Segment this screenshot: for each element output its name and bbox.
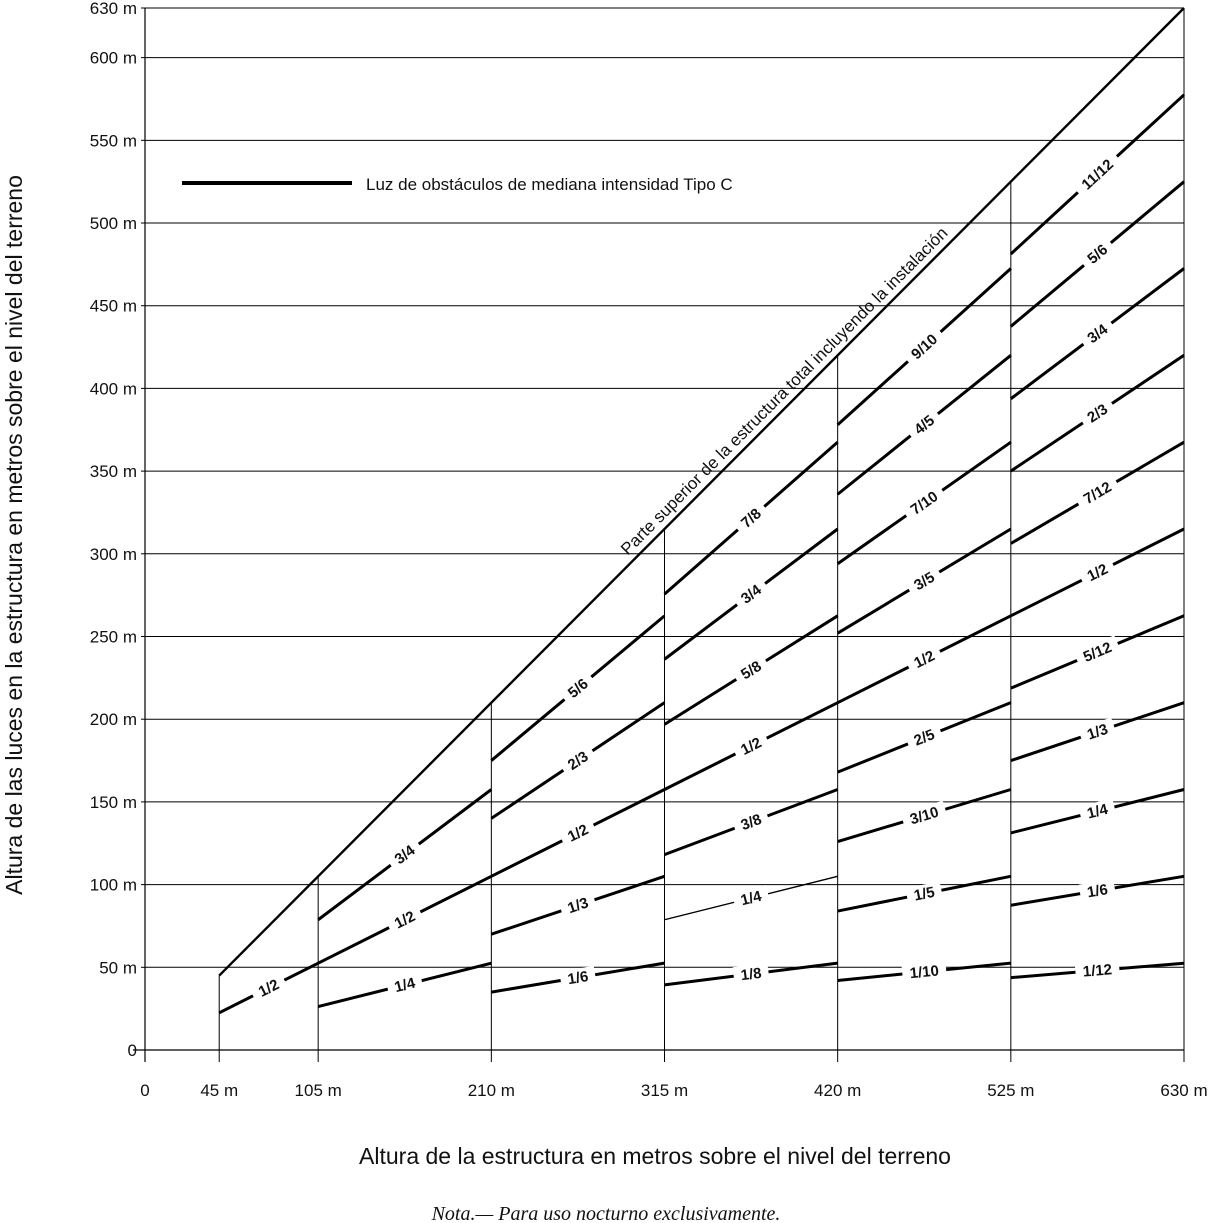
fraction-label: 5/12 (1081, 639, 1114, 666)
fraction-label-bg (904, 564, 944, 598)
fraction-label-bg (732, 962, 770, 986)
fraction-label-bg (904, 406, 944, 443)
x-tick-label: 210 m (468, 1081, 515, 1100)
fraction-label-bg (904, 722, 944, 753)
fraction-label-bg (901, 325, 947, 369)
top-structure-line (218, 7, 1185, 977)
x-tick-label: 525 m (987, 1081, 1034, 1100)
fraction-label-bg (1078, 315, 1117, 352)
fraction-label-bg (1077, 717, 1117, 746)
fraction-label-bg (731, 885, 771, 912)
y-tick-label: 100 m (90, 876, 137, 895)
y-tick-label: 250 m (90, 628, 137, 647)
x-axis-title: Altura de la estructura en metros sobre … (359, 1143, 951, 1169)
legend: Luz de obstáculos de mediana intensidad … (182, 175, 733, 194)
x-tick-label: 0 (140, 1081, 149, 1100)
fraction-label: 3/8 (739, 811, 765, 834)
fraction-label: 2/5 (912, 726, 938, 750)
fraction-label-bg (731, 576, 771, 612)
fraction-label-bg (905, 881, 944, 906)
fraction-label: 1/5 (912, 884, 936, 905)
y-tick-label: 50 m (99, 958, 137, 977)
y-tick-label: 400 m (90, 379, 137, 398)
x-tick-label: 315 m (641, 1081, 688, 1100)
fraction-label-bg (901, 482, 948, 523)
lines-layer (218, 7, 1186, 1050)
fraction-label-bg (385, 836, 425, 873)
legend-label: Luz de obstáculos de mediana intensidad … (366, 175, 733, 194)
fraction-label: 1/4 (1085, 801, 1110, 823)
fraction-label-bg (731, 730, 771, 762)
x-tick-label: 45 m (200, 1081, 238, 1100)
y-axis-title: Altura de las luces en la estructura en … (1, 175, 27, 895)
fraction-label-bg (558, 743, 598, 778)
fraction-label-bg (385, 903, 425, 936)
y-tick-label: 0 (128, 1041, 137, 1060)
fraction-label: 1/6 (566, 968, 589, 988)
fraction-label-bg (558, 891, 598, 920)
x-tick-label: 630 m (1160, 1081, 1207, 1100)
y-tick-label: 630 m (90, 0, 137, 18)
note: Nota.— Para uso nocturno exclusivamente. (431, 1203, 781, 1223)
fraction-label: 1/3 (565, 894, 590, 917)
fraction-label-bg (1073, 473, 1121, 512)
y-tick-label: 300 m (90, 545, 137, 564)
fraction-label-bg (249, 972, 289, 1004)
fraction-label: 3/10 (908, 804, 941, 829)
y-tick-label: 150 m (90, 793, 137, 812)
labels-layer: 0 50 m 100 m 150 m 200 m 250 m 300 m 350 m 400 m… (90, 0, 1208, 1100)
y-tick-label: 500 m (90, 214, 137, 233)
fraction-label: 1/3 (1085, 721, 1110, 744)
fraction-label-bg (1073, 635, 1122, 669)
x-tick-label: 105 m (295, 1081, 342, 1100)
x-tick-label: 420 m (814, 1081, 861, 1100)
y-tick-label: 200 m (90, 710, 137, 729)
fraction-label-bg (731, 499, 771, 537)
fraction-label-bg (731, 653, 771, 688)
y-tick-label: 550 m (90, 131, 137, 150)
fraction-label-bg (904, 643, 944, 676)
fraction-label-bg (558, 817, 598, 849)
y-tick-label: 350 m (90, 462, 137, 481)
fraction-label-bg (1071, 149, 1124, 199)
fraction-label-bg (1078, 879, 1117, 903)
fraction-label-bg (1077, 556, 1118, 589)
fraction-label-bg (558, 670, 598, 707)
fraction-label: 1/4 (739, 888, 764, 910)
fraction-label-bg (901, 960, 948, 984)
fraction-label-bg (1077, 395, 1117, 431)
fraction-label-bg (1078, 798, 1117, 825)
fraction-label: 1/8 (740, 965, 763, 984)
fraction-label: 1/4 (393, 974, 418, 996)
fraction-label-bg (1078, 235, 1117, 273)
fraction-label-bg (1074, 959, 1121, 982)
fraction-label-bg (731, 807, 771, 837)
y-tick-label: 600 m (90, 49, 137, 68)
fraction-label-bg (559, 965, 597, 990)
fraction-label-bg (900, 800, 948, 831)
axes-layer (133, 7, 1185, 1062)
fraction-label: 1/10 (909, 962, 940, 982)
fraction-label: 1/12 (1082, 961, 1113, 980)
fraction-label: 1/6 (1086, 881, 1109, 901)
fraction-label-bg (385, 971, 424, 998)
y-tick-label: 450 m (90, 297, 137, 316)
